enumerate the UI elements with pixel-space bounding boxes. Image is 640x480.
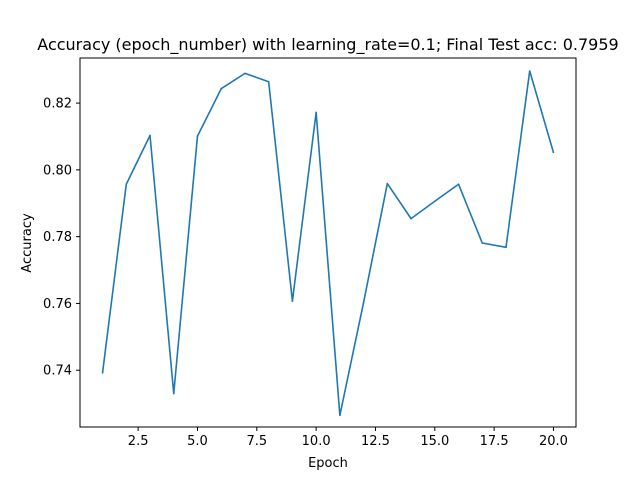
data-point xyxy=(220,87,223,90)
data-point xyxy=(196,135,199,137)
x-tick-label: 17.5 xyxy=(480,434,509,449)
data-point xyxy=(386,182,389,185)
x-axis-label: Epoch xyxy=(308,456,348,471)
data-point xyxy=(339,414,341,417)
x-tick-label: 10.0 xyxy=(302,434,331,449)
data-point xyxy=(267,80,270,83)
y-tick-label: 0.76 xyxy=(43,297,72,312)
data-point xyxy=(149,134,151,137)
x-tick-label: 15.0 xyxy=(420,434,449,449)
y-tick-label: 0.74 xyxy=(43,364,72,379)
y-tick-label: 0.82 xyxy=(43,97,72,112)
data-point xyxy=(291,300,294,302)
x-tick-label: 7.5 xyxy=(246,434,267,449)
x-tick-label: 20.0 xyxy=(539,434,568,449)
y-tick-label: 0.80 xyxy=(43,163,72,178)
data-point xyxy=(315,111,317,114)
y-axis: 0.74 0.76 0.78 0.80 0.82 xyxy=(43,97,80,379)
data-point xyxy=(125,183,128,186)
chart-title: Accuracy (epoch_number) with learning_ra… xyxy=(37,35,618,55)
data-point xyxy=(362,301,365,304)
x-tick-label: 2.5 xyxy=(128,434,149,449)
accuracy-series-line xyxy=(101,70,555,417)
x-axis: 2.5 5.0 7.5 10.0 12.5 15.0 17.5 20.0 xyxy=(128,427,568,449)
data-point xyxy=(244,72,246,75)
data-point xyxy=(552,151,555,154)
x-tick-label: 5.0 xyxy=(187,434,208,449)
data-point xyxy=(528,70,531,72)
data-point xyxy=(172,392,175,395)
data-point xyxy=(505,246,507,249)
data-point xyxy=(433,200,436,203)
plot-area-frame xyxy=(79,57,577,428)
data-point xyxy=(410,217,412,220)
y-axis-label: Accuracy xyxy=(20,213,35,273)
x-tick-label: 12.5 xyxy=(361,434,390,449)
y-tick-label: 0.78 xyxy=(43,230,72,245)
accuracy-series-points xyxy=(101,70,555,417)
data-point xyxy=(101,372,104,374)
data-point xyxy=(457,183,460,186)
data-point xyxy=(481,242,484,244)
